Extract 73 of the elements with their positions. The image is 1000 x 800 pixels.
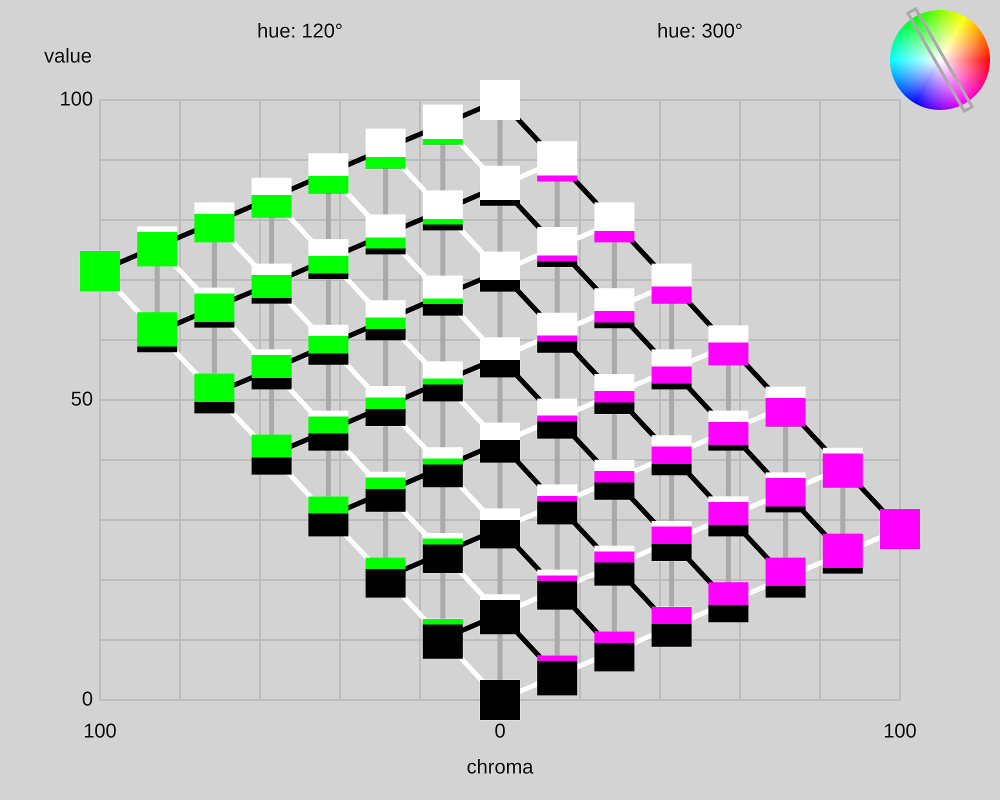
x-axis-title: chroma	[466, 756, 534, 779]
point	[594, 546, 634, 586]
point	[537, 227, 578, 267]
x-tick-label: 100	[883, 720, 917, 743]
y-tick-label: 100	[60, 88, 93, 111]
point	[822, 534, 863, 574]
point	[308, 496, 348, 536]
point	[480, 680, 520, 720]
point	[252, 264, 292, 304]
point	[480, 508, 520, 548]
point	[652, 606, 692, 647]
point	[480, 166, 520, 206]
point	[766, 472, 806, 512]
point	[422, 533, 463, 573]
text: hue: 120°	[257, 20, 343, 43]
point	[708, 325, 748, 366]
point	[252, 434, 292, 475]
point	[537, 312, 578, 353]
point	[480, 422, 520, 463]
point	[652, 521, 692, 561]
point	[537, 655, 578, 696]
point	[537, 398, 578, 439]
point	[594, 631, 634, 672]
point	[137, 226, 178, 266]
point	[708, 496, 748, 536]
point	[880, 509, 920, 549]
point	[308, 239, 348, 279]
point	[537, 484, 578, 524]
point	[766, 558, 806, 598]
point	[252, 178, 292, 218]
point	[422, 276, 463, 316]
point	[480, 337, 520, 378]
point	[194, 288, 234, 328]
point	[194, 373, 234, 414]
point	[366, 300, 406, 340]
point	[422, 361, 463, 402]
point	[308, 324, 348, 365]
point	[708, 410, 748, 451]
point	[422, 104, 463, 145]
point	[480, 252, 520, 292]
point	[137, 312, 178, 352]
point	[594, 460, 634, 500]
point	[652, 264, 692, 304]
point	[708, 582, 748, 622]
point	[252, 349, 292, 390]
point	[80, 251, 120, 291]
point	[366, 386, 406, 426]
point	[594, 288, 634, 328]
point	[366, 472, 406, 512]
y-tick-label: 50	[70, 388, 93, 411]
point	[822, 448, 863, 488]
y-tick-label: 0	[82, 688, 93, 711]
point	[308, 153, 348, 194]
point	[366, 558, 406, 598]
point	[194, 202, 234, 242]
point	[537, 141, 578, 182]
point	[422, 447, 463, 488]
point	[480, 594, 520, 634]
point	[366, 214, 406, 254]
point	[366, 128, 406, 169]
point	[422, 618, 463, 659]
point	[594, 202, 634, 242]
point	[766, 386, 806, 427]
point	[422, 190, 463, 230]
point	[652, 435, 692, 476]
point	[537, 570, 578, 610]
y-axis-title: value	[44, 46, 92, 68]
point	[308, 410, 348, 451]
point	[480, 80, 520, 120]
text: hue: 300°	[657, 20, 743, 43]
point	[594, 374, 634, 414]
point	[652, 349, 692, 390]
x-tick-label: 0	[494, 720, 506, 743]
